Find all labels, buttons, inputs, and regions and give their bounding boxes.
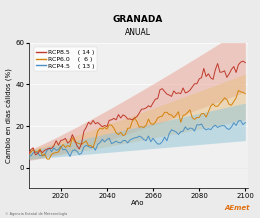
X-axis label: Año: Año: [131, 200, 145, 206]
Text: AEmet: AEmet: [224, 205, 250, 211]
Text: ANUAL: ANUAL: [125, 28, 151, 37]
Y-axis label: Cambio en dias cálidos (%): Cambio en dias cálidos (%): [5, 68, 12, 163]
Text: © Agencia Estatal de Meteorología: © Agencia Estatal de Meteorología: [5, 212, 67, 216]
Legend: RCP8.5    ( 14 ), RCP6.0    (  6 ), RCP4.5    ( 13 ): RCP8.5 ( 14 ), RCP6.0 ( 6 ), RCP4.5 ( 13…: [34, 48, 97, 71]
Text: GRANADA: GRANADA: [113, 15, 163, 24]
